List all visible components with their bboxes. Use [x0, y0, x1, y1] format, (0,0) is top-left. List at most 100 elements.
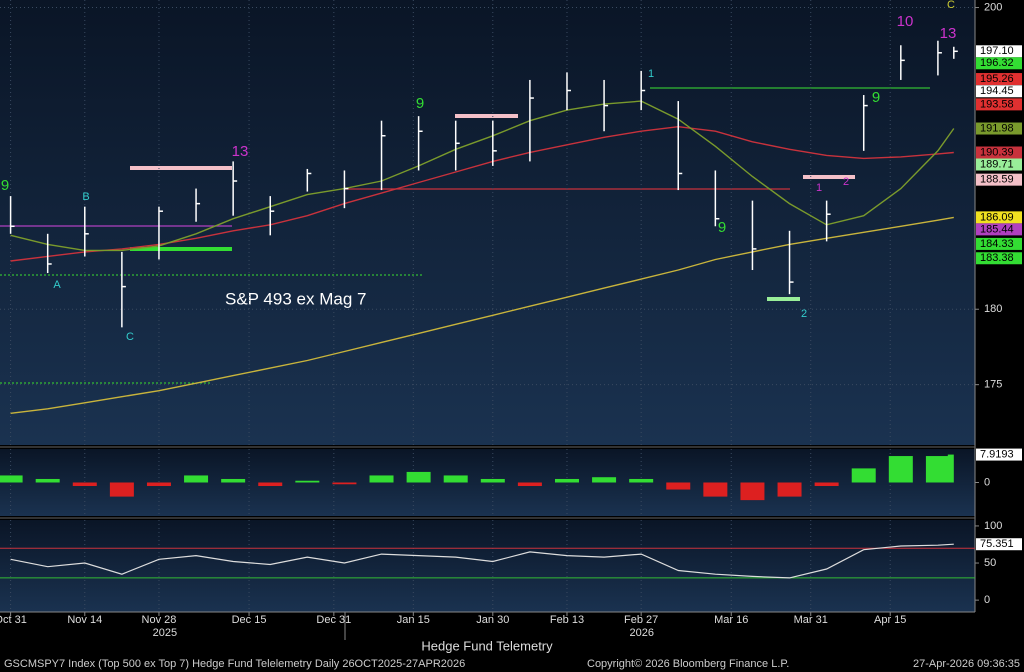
histogram-bar — [406, 471, 431, 483]
price-label: 189.71 — [980, 158, 1014, 170]
histogram-bar — [740, 482, 765, 501]
price-label: 188.59 — [980, 174, 1014, 186]
td-count: 9 — [1, 177, 9, 194]
histogram-bar — [146, 482, 171, 487]
td-count: A — [53, 279, 61, 291]
price-label: 194.45 — [980, 85, 1014, 97]
rsi-line — [10, 543, 954, 579]
histogram-bar — [888, 456, 913, 483]
x-tick-label: Mar 31 — [794, 614, 828, 626]
price-label-box — [976, 73, 1022, 86]
x-tick-label: Jan 30 — [476, 614, 509, 626]
price-label-box — [976, 57, 1022, 70]
y-tick-label: 175 — [984, 379, 1002, 391]
x-tick-label: Oct 31 — [0, 614, 27, 626]
histogram-bar — [369, 475, 394, 483]
copyright: Copyright© 2026 Bloomberg Finance L.P. — [587, 658, 789, 670]
price-label-box — [976, 173, 1022, 186]
x-tick-label: Apr 15 — [874, 614, 906, 626]
price-label-box — [976, 158, 1022, 171]
y-tick-label: 0 — [984, 476, 990, 488]
histogram-bar — [851, 468, 876, 483]
td-count: 2 — [801, 308, 807, 320]
td-count: 9 — [416, 95, 424, 112]
x-tick-label: Dec 15 — [232, 614, 267, 626]
price-label: 195.26 — [980, 73, 1014, 85]
histogram-bar — [443, 475, 468, 483]
price-label-box — [976, 146, 1022, 159]
histogram-bar — [332, 482, 357, 485]
chart-annotation: S&P 493 ex Mag 7 — [225, 289, 366, 308]
y-tick-label: 50 — [984, 557, 996, 569]
histogram-bar — [221, 478, 246, 483]
histogram-bar — [925, 456, 950, 483]
price-label-box — [976, 211, 1022, 224]
y-tick-label: 0 — [984, 594, 990, 606]
x-tick-label: Dec 31 — [316, 614, 351, 626]
y-tick-label: 200 — [984, 1, 1002, 13]
td-count: C — [947, 0, 955, 11]
histogram-bar — [0, 475, 23, 483]
security: GSCMSPY7 Index (Top 500 ex Top 7) Hedge … — [4, 658, 465, 670]
chart-title: Hedge Fund Telemetry — [421, 638, 553, 653]
price-label: 190.39 — [980, 146, 1014, 158]
price-label: 183.38 — [980, 252, 1014, 264]
histogram-bar — [480, 478, 505, 483]
price-label-box — [976, 122, 1022, 135]
price-label-box — [976, 237, 1022, 250]
price-label-box — [976, 85, 1022, 98]
histogram-bar — [947, 454, 954, 483]
x-tick-label: Jan 15 — [397, 614, 430, 626]
td-count: 13 — [940, 25, 957, 42]
timestamp: 27-Apr-2026 09:36:35 — [913, 658, 1020, 670]
price-label: 191.98 — [980, 122, 1014, 134]
histogram-bar — [35, 478, 60, 483]
price-label: 193.58 — [980, 98, 1014, 110]
price-label: 184.33 — [980, 238, 1014, 250]
y-tick-label: 100 — [984, 520, 1002, 532]
x-tick-label: Feb 27 — [624, 614, 658, 626]
histogram-bar — [554, 478, 579, 483]
tdst-lines — [130, 114, 855, 301]
histogram-bar — [666, 482, 691, 490]
value-label: 75.351 — [980, 538, 1014, 550]
td-count: 1 — [816, 182, 822, 194]
price-label-box — [976, 223, 1022, 236]
td-count: C — [126, 331, 134, 343]
x-axis-area — [0, 612, 1024, 656]
histogram-bar — [777, 482, 802, 497]
histogram-bar — [258, 482, 283, 487]
td-count: 13 — [232, 143, 249, 160]
year-label: 2026 — [630, 627, 654, 639]
price-label: 186.09 — [980, 211, 1014, 223]
histogram-bar — [517, 482, 542, 487]
x-tick-label: Nov 28 — [142, 614, 177, 626]
price-label: 197.10 — [980, 45, 1014, 57]
price-label: 185.44 — [980, 223, 1014, 235]
histogram-bar — [295, 480, 320, 483]
histogram-bar — [703, 482, 728, 497]
price-label: 196.32 — [980, 57, 1014, 69]
histogram-bar — [109, 482, 134, 497]
td-count: 9 — [872, 89, 880, 106]
x-tick-label: Mar 16 — [714, 614, 748, 626]
histogram-bar — [629, 478, 654, 483]
td-count: 2 — [843, 176, 849, 188]
y-tick-label: 180 — [984, 303, 1002, 315]
price-label-box — [976, 252, 1022, 265]
td-count: B — [82, 191, 89, 203]
year-label: 2025 — [153, 627, 177, 639]
value-box — [976, 448, 1022, 461]
histogram-bar — [184, 475, 209, 483]
value-box — [976, 538, 1022, 551]
td-count: 1 — [648, 68, 654, 80]
price-label-box — [976, 45, 1022, 58]
x-tick-label: Nov 14 — [67, 614, 102, 626]
histogram-bar — [72, 482, 97, 487]
histogram-bar — [592, 477, 617, 483]
histogram-bar — [814, 482, 839, 487]
rsi-panel — [0, 520, 975, 612]
price-label-box — [976, 98, 1022, 111]
td-count: 9 — [718, 219, 726, 236]
